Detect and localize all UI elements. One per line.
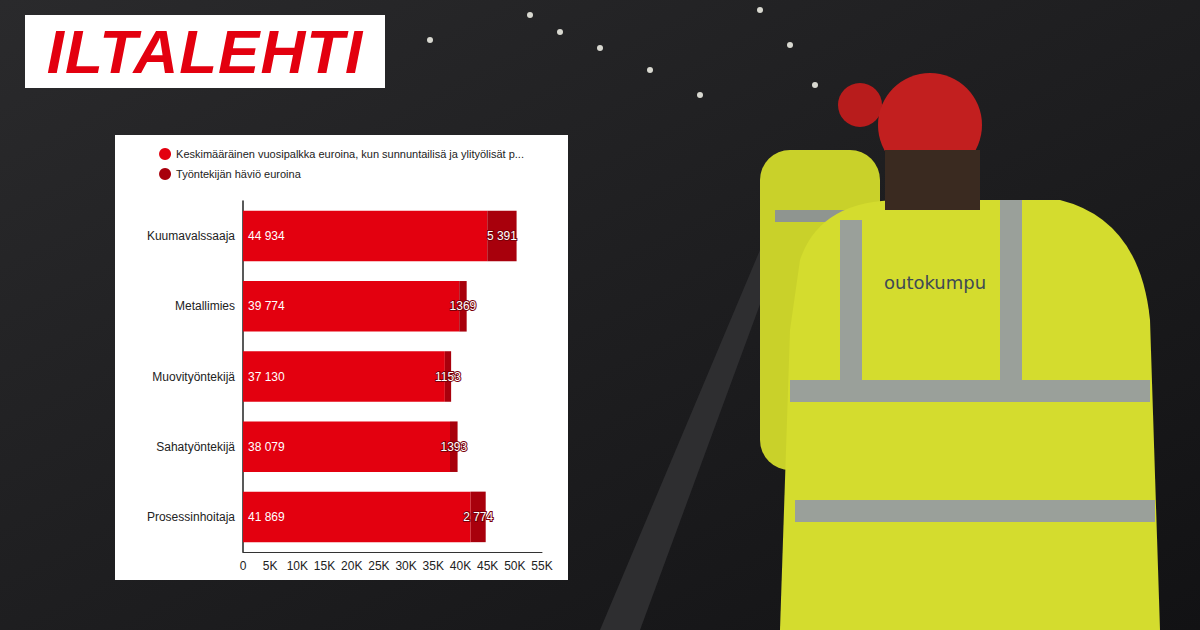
svg-text:Työntekijän häviö euroina: Työntekijän häviö euroina	[176, 168, 302, 180]
svg-text:Sahatyöntekijä: Sahatyöntekijä	[156, 440, 235, 454]
svg-text:20K: 20K	[341, 559, 362, 573]
html-text:outokumpu: outokumpu	[884, 272, 987, 293]
svg-text:10K: 10K	[287, 559, 308, 573]
svg-text:30K: 30K	[395, 559, 416, 573]
svg-text:1369: 1369	[450, 299, 477, 313]
html-text:ILTALEHTI: ILTALEHTI	[46, 17, 364, 86]
svg-text:15K: 15K	[314, 559, 335, 573]
svg-text:Keskimääräinen vuosipalkka eur: Keskimääräinen vuosipalkka euroina, kun …	[176, 148, 524, 160]
svg-text:44 934: 44 934	[248, 229, 285, 243]
svg-text:5 391: 5 391	[487, 229, 517, 243]
svg-text:Metallimies: Metallimies	[175, 299, 235, 313]
svg-text:38 079: 38 079	[248, 440, 285, 454]
svg-text:1393: 1393	[440, 440, 467, 454]
svg-text:37 130: 37 130	[248, 370, 285, 384]
svg-text:1153: 1153	[435, 370, 461, 384]
svg-text:55K: 55K	[531, 559, 552, 573]
svg-text:41 869: 41 869	[248, 510, 285, 524]
svg-text:5K: 5K	[263, 559, 278, 573]
svg-text:Prosessinhoitaja: Prosessinhoitaja	[147, 510, 235, 524]
svg-text:Muovityöntekijä: Muovityöntekijä	[152, 370, 235, 384]
svg-text:50K: 50K	[504, 559, 525, 573]
svg-text:2 774: 2 774	[463, 510, 493, 524]
svg-text:Kuumavalssaaja: Kuumavalssaaja	[147, 229, 235, 243]
svg-text:0: 0	[240, 559, 247, 573]
svg-text:45K: 45K	[477, 559, 498, 573]
svg-text:25K: 25K	[368, 559, 389, 573]
svg-text:39 774: 39 774	[248, 299, 285, 313]
svg-text:40K: 40K	[450, 559, 471, 573]
svg-text:35K: 35K	[423, 559, 444, 573]
